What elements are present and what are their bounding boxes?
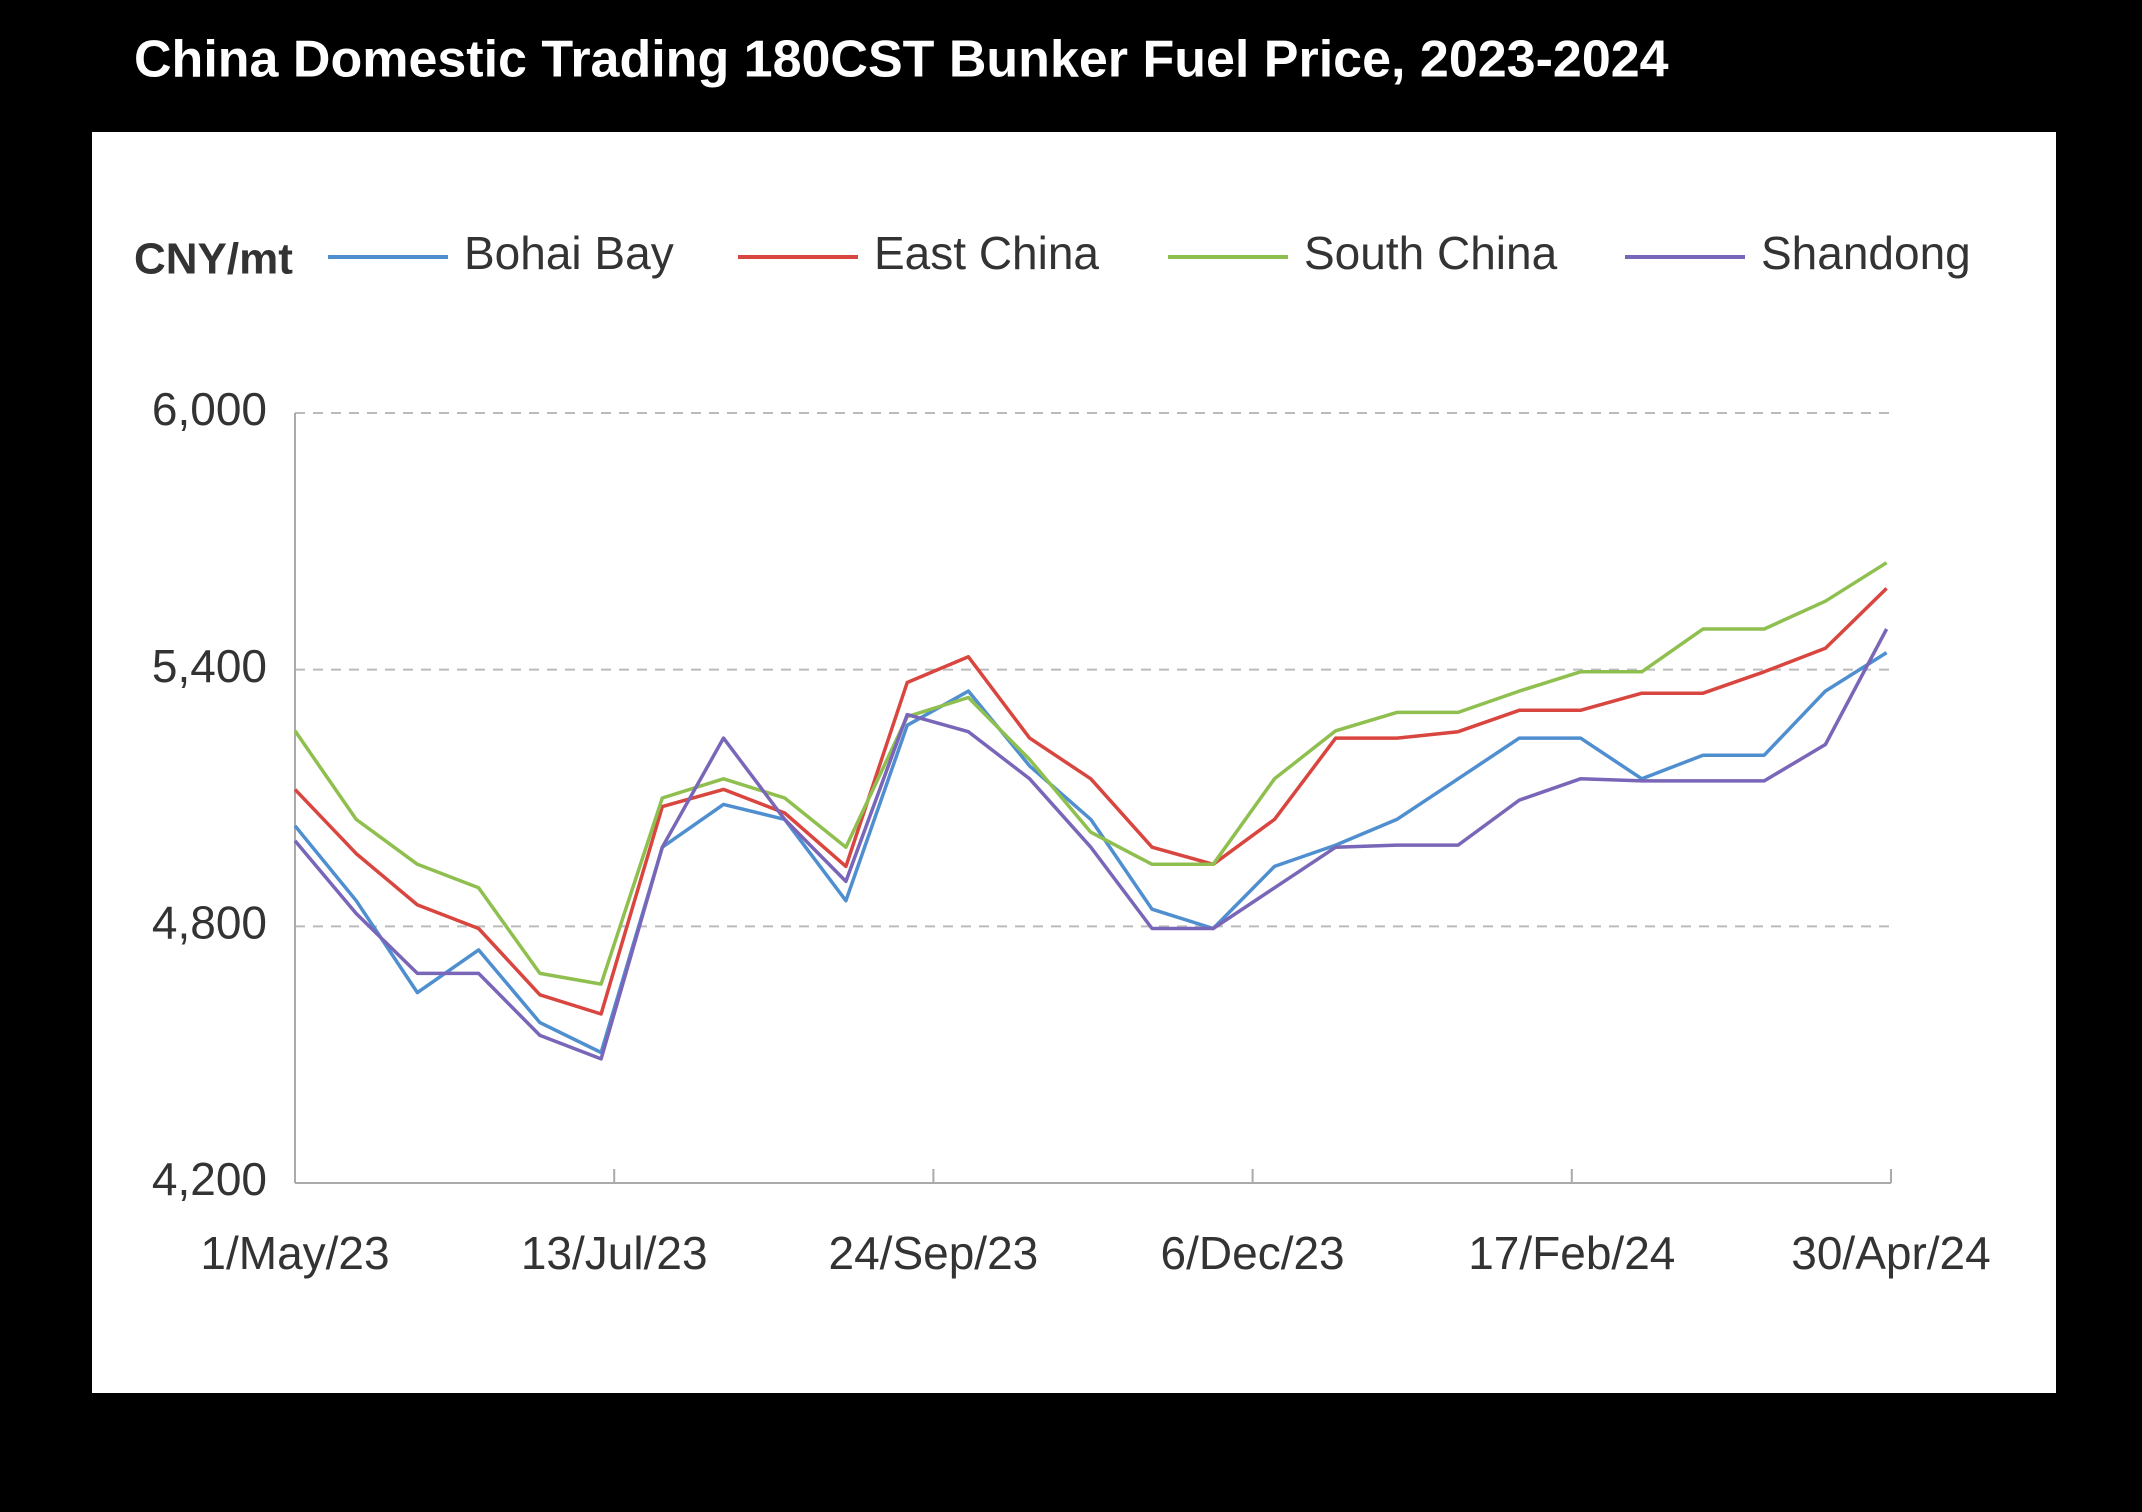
x-tick-label: 6/Dec/23 xyxy=(1161,1227,1345,1279)
legend-label: East China xyxy=(874,227,1099,279)
chart-panel xyxy=(92,132,2056,1393)
y-tick-label: 5,400 xyxy=(152,640,267,692)
legend-label: Shandong xyxy=(1761,227,1971,279)
x-tick-label: 13/Jul/23 xyxy=(521,1227,708,1279)
legend-label: South China xyxy=(1304,227,1558,279)
line-series xyxy=(293,628,1889,1061)
line-series xyxy=(293,587,1888,1016)
x-tick-label: 1/May/23 xyxy=(200,1227,389,1279)
line-series xyxy=(293,561,1888,986)
x-tick-label: 30/Apr/24 xyxy=(1791,1227,1990,1279)
y-tick-label: 6,000 xyxy=(152,383,267,435)
y-axis-label: CNY/mt xyxy=(134,235,293,284)
legend-label: Bohai Bay xyxy=(464,227,674,279)
y-tick-label: 4,200 xyxy=(152,1153,267,1205)
y-tick-label: 4,800 xyxy=(152,896,267,948)
chart-title: China Domestic Trading 180CST Bunker Fue… xyxy=(134,31,1669,89)
line-series xyxy=(293,651,1888,1055)
x-tick-label: 24/Sep/23 xyxy=(829,1227,1039,1279)
x-tick-label: 17/Feb/24 xyxy=(1468,1227,1675,1279)
